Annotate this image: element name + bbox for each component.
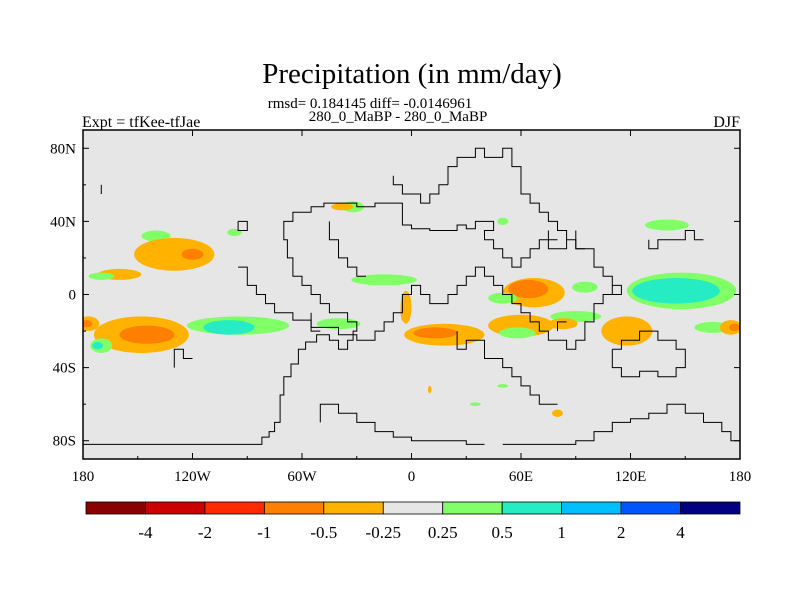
x-tick-label-6: 180 bbox=[729, 469, 752, 485]
experiment-label: Expt = tfKee-tfJae bbox=[82, 114, 200, 131]
x-tick-label-5: 120E bbox=[615, 469, 647, 485]
colorbar-swatch-4 bbox=[323, 501, 384, 515]
chart-subtitle: 280_0_MaBP - 280_0_MaBP bbox=[309, 109, 488, 125]
anomaly-region-9 bbox=[88, 272, 115, 280]
coastline-segment-1 bbox=[319, 403, 485, 445]
anomaly-region-20 bbox=[119, 325, 175, 344]
anomaly-region-3 bbox=[497, 217, 509, 226]
anomaly-region-37 bbox=[729, 323, 740, 332]
stats-line: rmsd= 0.184145 diff= -0.0146961 bbox=[268, 96, 473, 112]
anomaly-regions bbox=[83, 201, 740, 417]
colorbar-swatch-2 bbox=[204, 501, 265, 515]
anomaly-region-33 bbox=[499, 327, 536, 339]
coastline-segment-11 bbox=[575, 230, 585, 250]
x-tick-label-0: 180 bbox=[72, 469, 95, 485]
x-tick-label-2: 60W bbox=[287, 469, 317, 485]
anomaly-region-17 bbox=[508, 279, 549, 299]
colorbar-swatch-6 bbox=[442, 501, 503, 515]
anomaly-region-24 bbox=[92, 342, 104, 350]
colorbar-swatch-8 bbox=[561, 501, 622, 515]
coastline-segment-8 bbox=[328, 221, 366, 277]
colorbar-swatch-0 bbox=[85, 501, 146, 515]
anomaly-region-13 bbox=[632, 278, 720, 304]
anomaly-region-26 bbox=[83, 320, 93, 328]
colorbar-label-5: 0.25 bbox=[428, 523, 458, 542]
coastline-segment-9 bbox=[547, 230, 558, 241]
anomaly-region-40 bbox=[427, 385, 432, 394]
coastline-segment-6 bbox=[447, 147, 568, 240]
anomaly-region-38 bbox=[552, 409, 563, 417]
colorbar-label-0: -4 bbox=[138, 523, 153, 542]
anomaly-region-10 bbox=[351, 274, 417, 286]
anomaly-region-5 bbox=[331, 203, 354, 211]
y-axis: 80N 40N 0 40S 80S bbox=[50, 141, 740, 450]
colorbar-swatch-3 bbox=[263, 501, 325, 515]
anomaly-region-31 bbox=[400, 290, 412, 324]
anomaly-region-6 bbox=[134, 237, 215, 271]
colorbar-label-1: -2 bbox=[198, 523, 212, 542]
coastline-segment-3 bbox=[456, 331, 558, 405]
colorbar: -4 -2 -1 -0.5 -0.25 0.25 0.5 1 2 4 bbox=[85, 501, 741, 542]
x-axis: 180 120W 60W 0 60E 120E 180 bbox=[72, 130, 752, 485]
colorbar-label-7: 1 bbox=[557, 523, 566, 542]
coastline-segment-4 bbox=[611, 330, 686, 378]
anomaly-region-4 bbox=[645, 219, 689, 231]
colorbar-label-8: 2 bbox=[617, 523, 626, 542]
colorbar-label-4: -0.25 bbox=[366, 523, 401, 542]
colorbar-swatch-7 bbox=[501, 501, 563, 515]
colorbar-label-9: 4 bbox=[676, 523, 685, 542]
anomaly-region-11 bbox=[572, 281, 598, 293]
y-tick-label-3: 40S bbox=[53, 361, 76, 377]
y-tick-label-0: 80N bbox=[50, 141, 76, 157]
anomaly-region-27 bbox=[316, 318, 361, 330]
anomaly-region-29 bbox=[413, 327, 458, 339]
colorbar-swatch-1 bbox=[145, 501, 206, 515]
colorbar-swatch-9 bbox=[620, 501, 681, 515]
colorbar-swatch-10 bbox=[680, 501, 741, 515]
coastline-segment-10 bbox=[648, 230, 704, 250]
anomaly-region-7 bbox=[181, 248, 204, 260]
anomaly-region-39 bbox=[469, 402, 481, 406]
season-label: DJF bbox=[713, 114, 740, 131]
coastline-segment-5 bbox=[173, 348, 193, 368]
y-tick-label-1: 40N bbox=[50, 214, 76, 230]
chart-title: Precipitation (in mm/day) bbox=[262, 58, 562, 90]
anomaly-region-1 bbox=[227, 228, 242, 237]
coastline-outline bbox=[83, 147, 740, 445]
x-tick-label-4: 60E bbox=[509, 469, 533, 485]
coastline-segment-7 bbox=[392, 175, 448, 204]
y-tick-label-4: 80S bbox=[53, 434, 76, 450]
anomaly-region-18 bbox=[488, 292, 518, 304]
coastline-segment-2 bbox=[502, 403, 740, 445]
colorbar-label-2: -1 bbox=[257, 523, 271, 542]
x-tick-label-3: 0 bbox=[408, 469, 416, 485]
colorbar-label-6: 0.5 bbox=[492, 523, 513, 542]
colorbar-swatch-5 bbox=[382, 501, 444, 515]
y-tick-label-2: 0 bbox=[69, 288, 77, 304]
x-tick-label-1: 120W bbox=[174, 469, 212, 485]
anomaly-region-22 bbox=[203, 320, 255, 335]
coastline-segment-0 bbox=[83, 202, 622, 445]
coastline-segment-15 bbox=[310, 312, 321, 332]
coastline-segment-13 bbox=[237, 220, 248, 231]
colorbar-label-3: -0.5 bbox=[310, 523, 337, 542]
anomaly-region-34 bbox=[548, 318, 578, 330]
anomaly-region-41 bbox=[497, 384, 509, 388]
coastline-segment-16 bbox=[557, 321, 567, 332]
